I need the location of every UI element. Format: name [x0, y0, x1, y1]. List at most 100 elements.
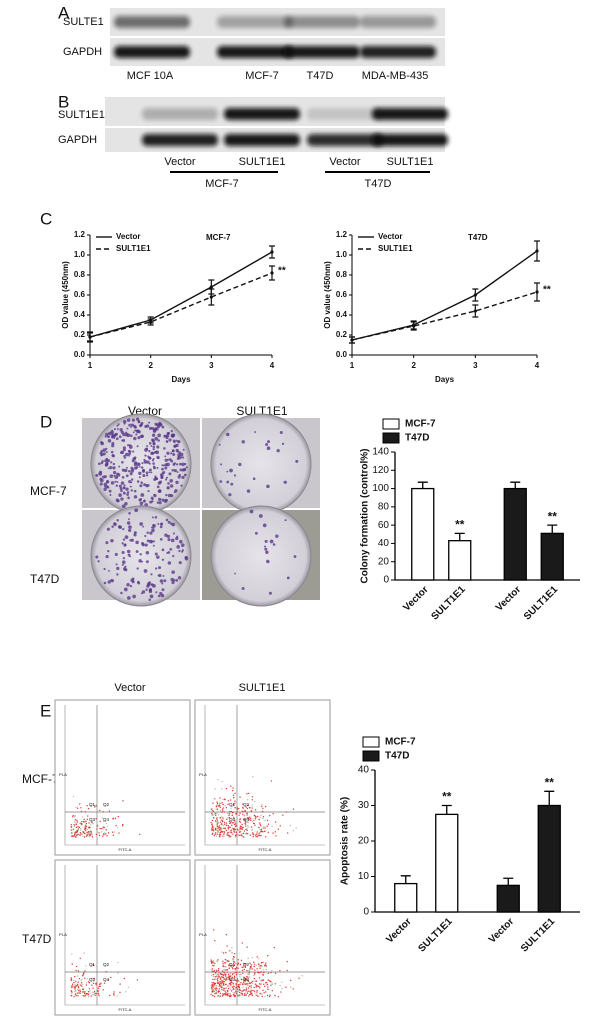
colony [100, 450, 104, 453]
event [215, 808, 217, 810]
event [301, 975, 303, 977]
colony [120, 497, 124, 501]
colony [111, 441, 115, 446]
x-tick-label: Vector [487, 916, 516, 945]
colony [111, 436, 114, 439]
colony [150, 573, 153, 576]
event [115, 824, 117, 827]
event [271, 989, 274, 992]
event [255, 964, 257, 966]
colony [158, 573, 162, 578]
quadrant-label: Q4 [103, 817, 110, 822]
colony [151, 516, 154, 519]
colony [146, 531, 149, 534]
y-tick-label: 0.8 [336, 270, 348, 279]
event [262, 974, 264, 976]
event [72, 835, 74, 837]
significance: ** [543, 285, 551, 296]
colony [124, 501, 128, 506]
event [233, 823, 236, 826]
blot-band [360, 46, 436, 58]
event [251, 805, 253, 807]
x-tick-label: 4 [535, 361, 540, 370]
colony [123, 587, 128, 592]
event [210, 808, 213, 810]
event [224, 962, 226, 964]
event [245, 977, 247, 980]
colony [226, 480, 230, 484]
colony [124, 535, 129, 540]
x-tick-label: SULT1E1 [429, 584, 468, 623]
event [217, 995, 219, 997]
event [93, 991, 95, 994]
event [242, 832, 245, 835]
event [232, 983, 234, 985]
event [245, 825, 247, 827]
event [84, 991, 86, 993]
colony [148, 598, 152, 602]
event [235, 973, 238, 976]
event [210, 974, 213, 977]
event [234, 969, 237, 972]
event [102, 821, 105, 823]
event [227, 995, 229, 997]
event [238, 807, 240, 810]
event [242, 973, 244, 975]
colony [180, 484, 183, 487]
event [212, 978, 214, 981]
event [270, 780, 273, 782]
event [92, 823, 94, 825]
event [213, 797, 215, 800]
event [222, 818, 225, 820]
event [239, 818, 241, 821]
colony [141, 543, 145, 547]
colony [145, 560, 149, 564]
event [96, 828, 98, 830]
event [105, 971, 107, 973]
event [286, 960, 288, 963]
event [234, 976, 236, 979]
event [81, 833, 83, 835]
event [213, 970, 216, 972]
event [91, 833, 93, 835]
event [212, 994, 214, 997]
event [71, 992, 73, 994]
colony [127, 553, 131, 557]
event [246, 793, 248, 795]
colony [135, 550, 139, 554]
colony [161, 588, 165, 592]
event [86, 818, 89, 821]
colony [156, 455, 160, 459]
event [122, 800, 124, 802]
event [224, 798, 226, 801]
event [85, 982, 88, 984]
event [84, 825, 87, 827]
colony [125, 474, 129, 478]
colony [122, 432, 126, 437]
colony [143, 459, 148, 464]
colony [275, 534, 279, 538]
y-tick-label: 100 [372, 483, 389, 494]
colony [172, 439, 176, 443]
event [84, 996, 87, 998]
event [248, 819, 250, 821]
event [246, 833, 249, 835]
event [243, 980, 245, 982]
event [256, 836, 259, 838]
event [243, 976, 245, 979]
label: E [40, 701, 51, 720]
event [218, 988, 220, 990]
colony [149, 531, 153, 535]
x-tick-label: Vector [384, 916, 413, 945]
colony [164, 458, 168, 462]
event [228, 967, 230, 970]
event [247, 957, 249, 959]
colony [175, 536, 179, 541]
colony [175, 439, 178, 442]
x-tick-label: Vector [401, 584, 430, 613]
colony [152, 452, 155, 455]
event [99, 983, 101, 986]
event [267, 823, 270, 825]
event [256, 985, 259, 987]
colony [116, 472, 119, 476]
